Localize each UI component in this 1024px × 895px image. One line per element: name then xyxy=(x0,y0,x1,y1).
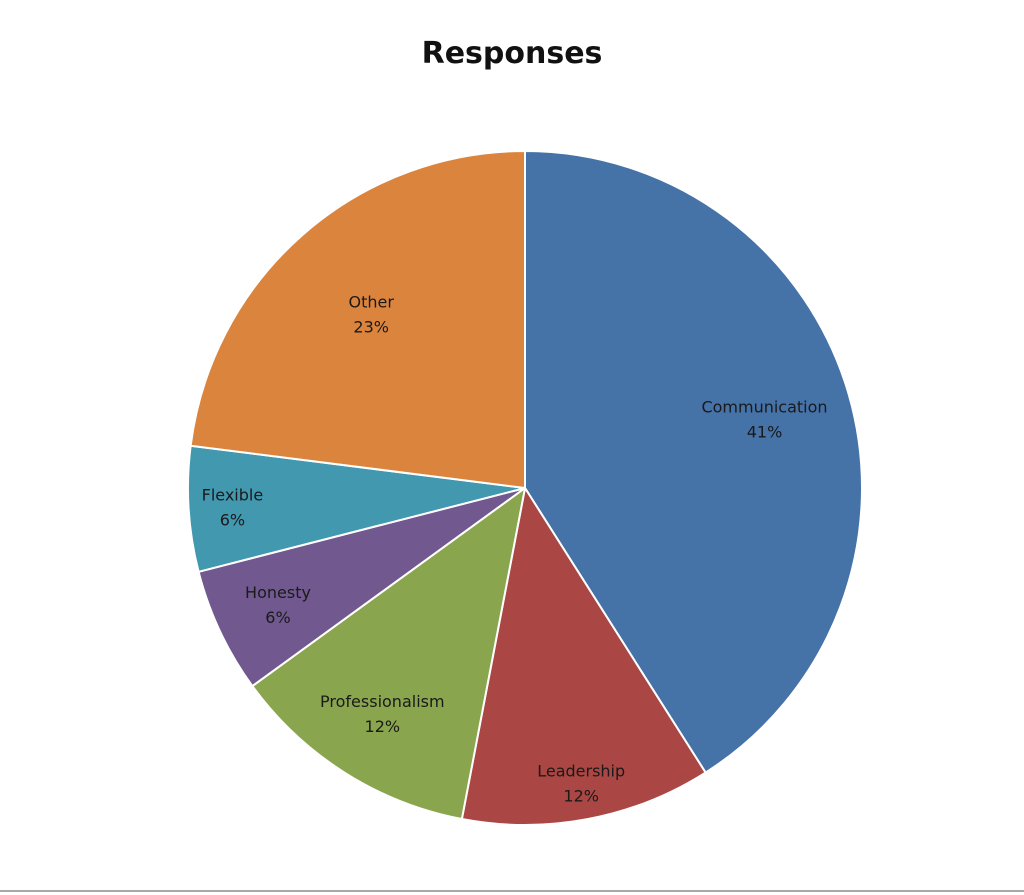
slice-label-percent: 12% xyxy=(563,787,599,806)
slice-label-other: Other 23% xyxy=(348,293,394,337)
pie-slice-flexible xyxy=(187,444,526,573)
slice-label-percent: 6% xyxy=(220,510,245,529)
pie-slices xyxy=(187,150,863,826)
slice-label-percent: 12% xyxy=(365,717,401,736)
slice-label-honesty: Honesty 6% xyxy=(245,583,311,627)
slice-label-name: Honesty xyxy=(245,583,311,602)
bottom-border xyxy=(0,890,1024,892)
slice-label-communication: Communication 41% xyxy=(701,397,827,441)
slice-label-professionalism: Professionalism 12% xyxy=(320,692,445,736)
slice-label-name: Other xyxy=(348,293,394,312)
slice-label-name: Leadership xyxy=(537,762,625,781)
slice-label-percent: 23% xyxy=(353,318,389,337)
slice-label-leadership: Leadership 12% xyxy=(537,762,625,806)
pie-slice-communication xyxy=(524,150,863,774)
slice-label-percent: 6% xyxy=(265,608,290,627)
chart-title: Responses xyxy=(421,36,603,71)
pie-slice-honesty xyxy=(197,487,526,688)
pie-slice-professionalism xyxy=(251,487,526,821)
slice-label-name: Flexible xyxy=(202,485,264,504)
pie-slice-other xyxy=(189,150,526,489)
pie-labels: Communication 41%Leadership 12%Professiona… xyxy=(202,293,828,806)
pie-slice-leadership xyxy=(460,487,707,826)
slice-label-name: Communication xyxy=(701,397,827,416)
slice-label-percent: 41% xyxy=(747,422,783,441)
slice-label-flexible: Flexible 6% xyxy=(202,485,264,529)
slice-label-name: Professionalism xyxy=(320,692,445,711)
